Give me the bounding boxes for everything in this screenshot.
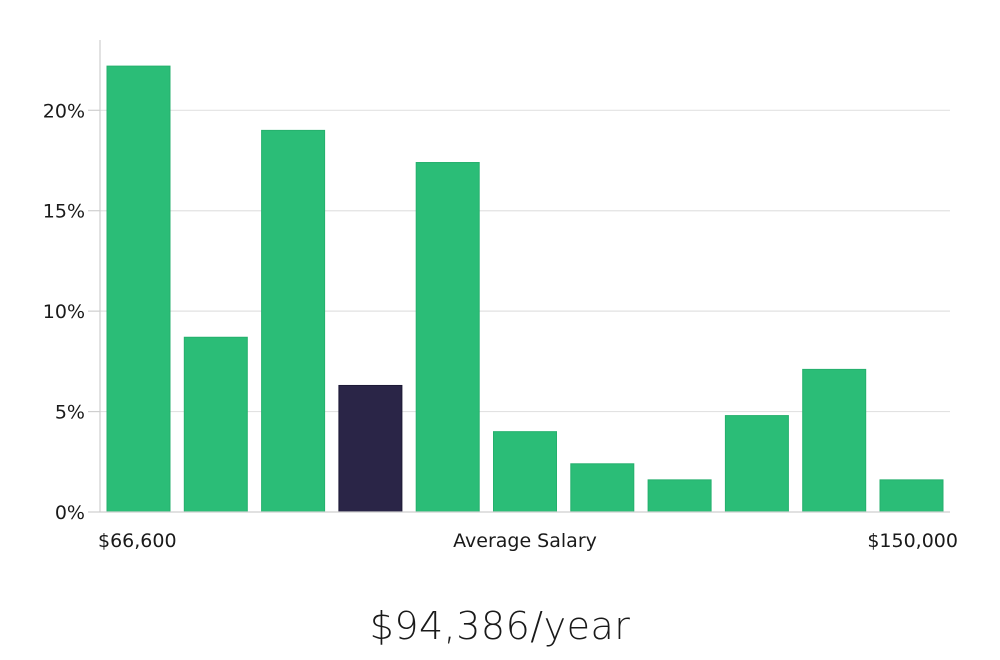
bar [415,162,480,513]
bar [493,431,557,513]
histogram-bars [106,65,944,513]
bar [106,65,171,513]
bar [879,479,944,513]
bar [647,479,712,513]
bar [802,368,867,513]
bar [183,336,248,513]
bar [261,129,326,513]
y-tick-label: 10% [43,301,85,323]
x-max-label: $150,000 [867,530,958,552]
x-min-label: $66,600 [98,530,177,552]
y-tick-label: 5% [55,402,85,424]
axis-labels: 0% 5% 10% 15% 20% $66,600 Average Salary $150,0… [43,100,958,552]
y-tick-label: 0% [55,502,85,524]
bar [570,463,635,513]
salary-histogram: 0% 5% 10% 15% 20% $66,600 Average Salary $150,0… [43,40,958,552]
bar [724,415,789,513]
y-tick-label: 15% [43,201,85,223]
average-salary-value: $94,386/year [369,604,631,648]
x-axis-title: Average Salary [453,530,597,552]
bar-highlighted [338,384,403,513]
y-tick-label: 20% [43,100,85,122]
axes [88,40,950,513]
